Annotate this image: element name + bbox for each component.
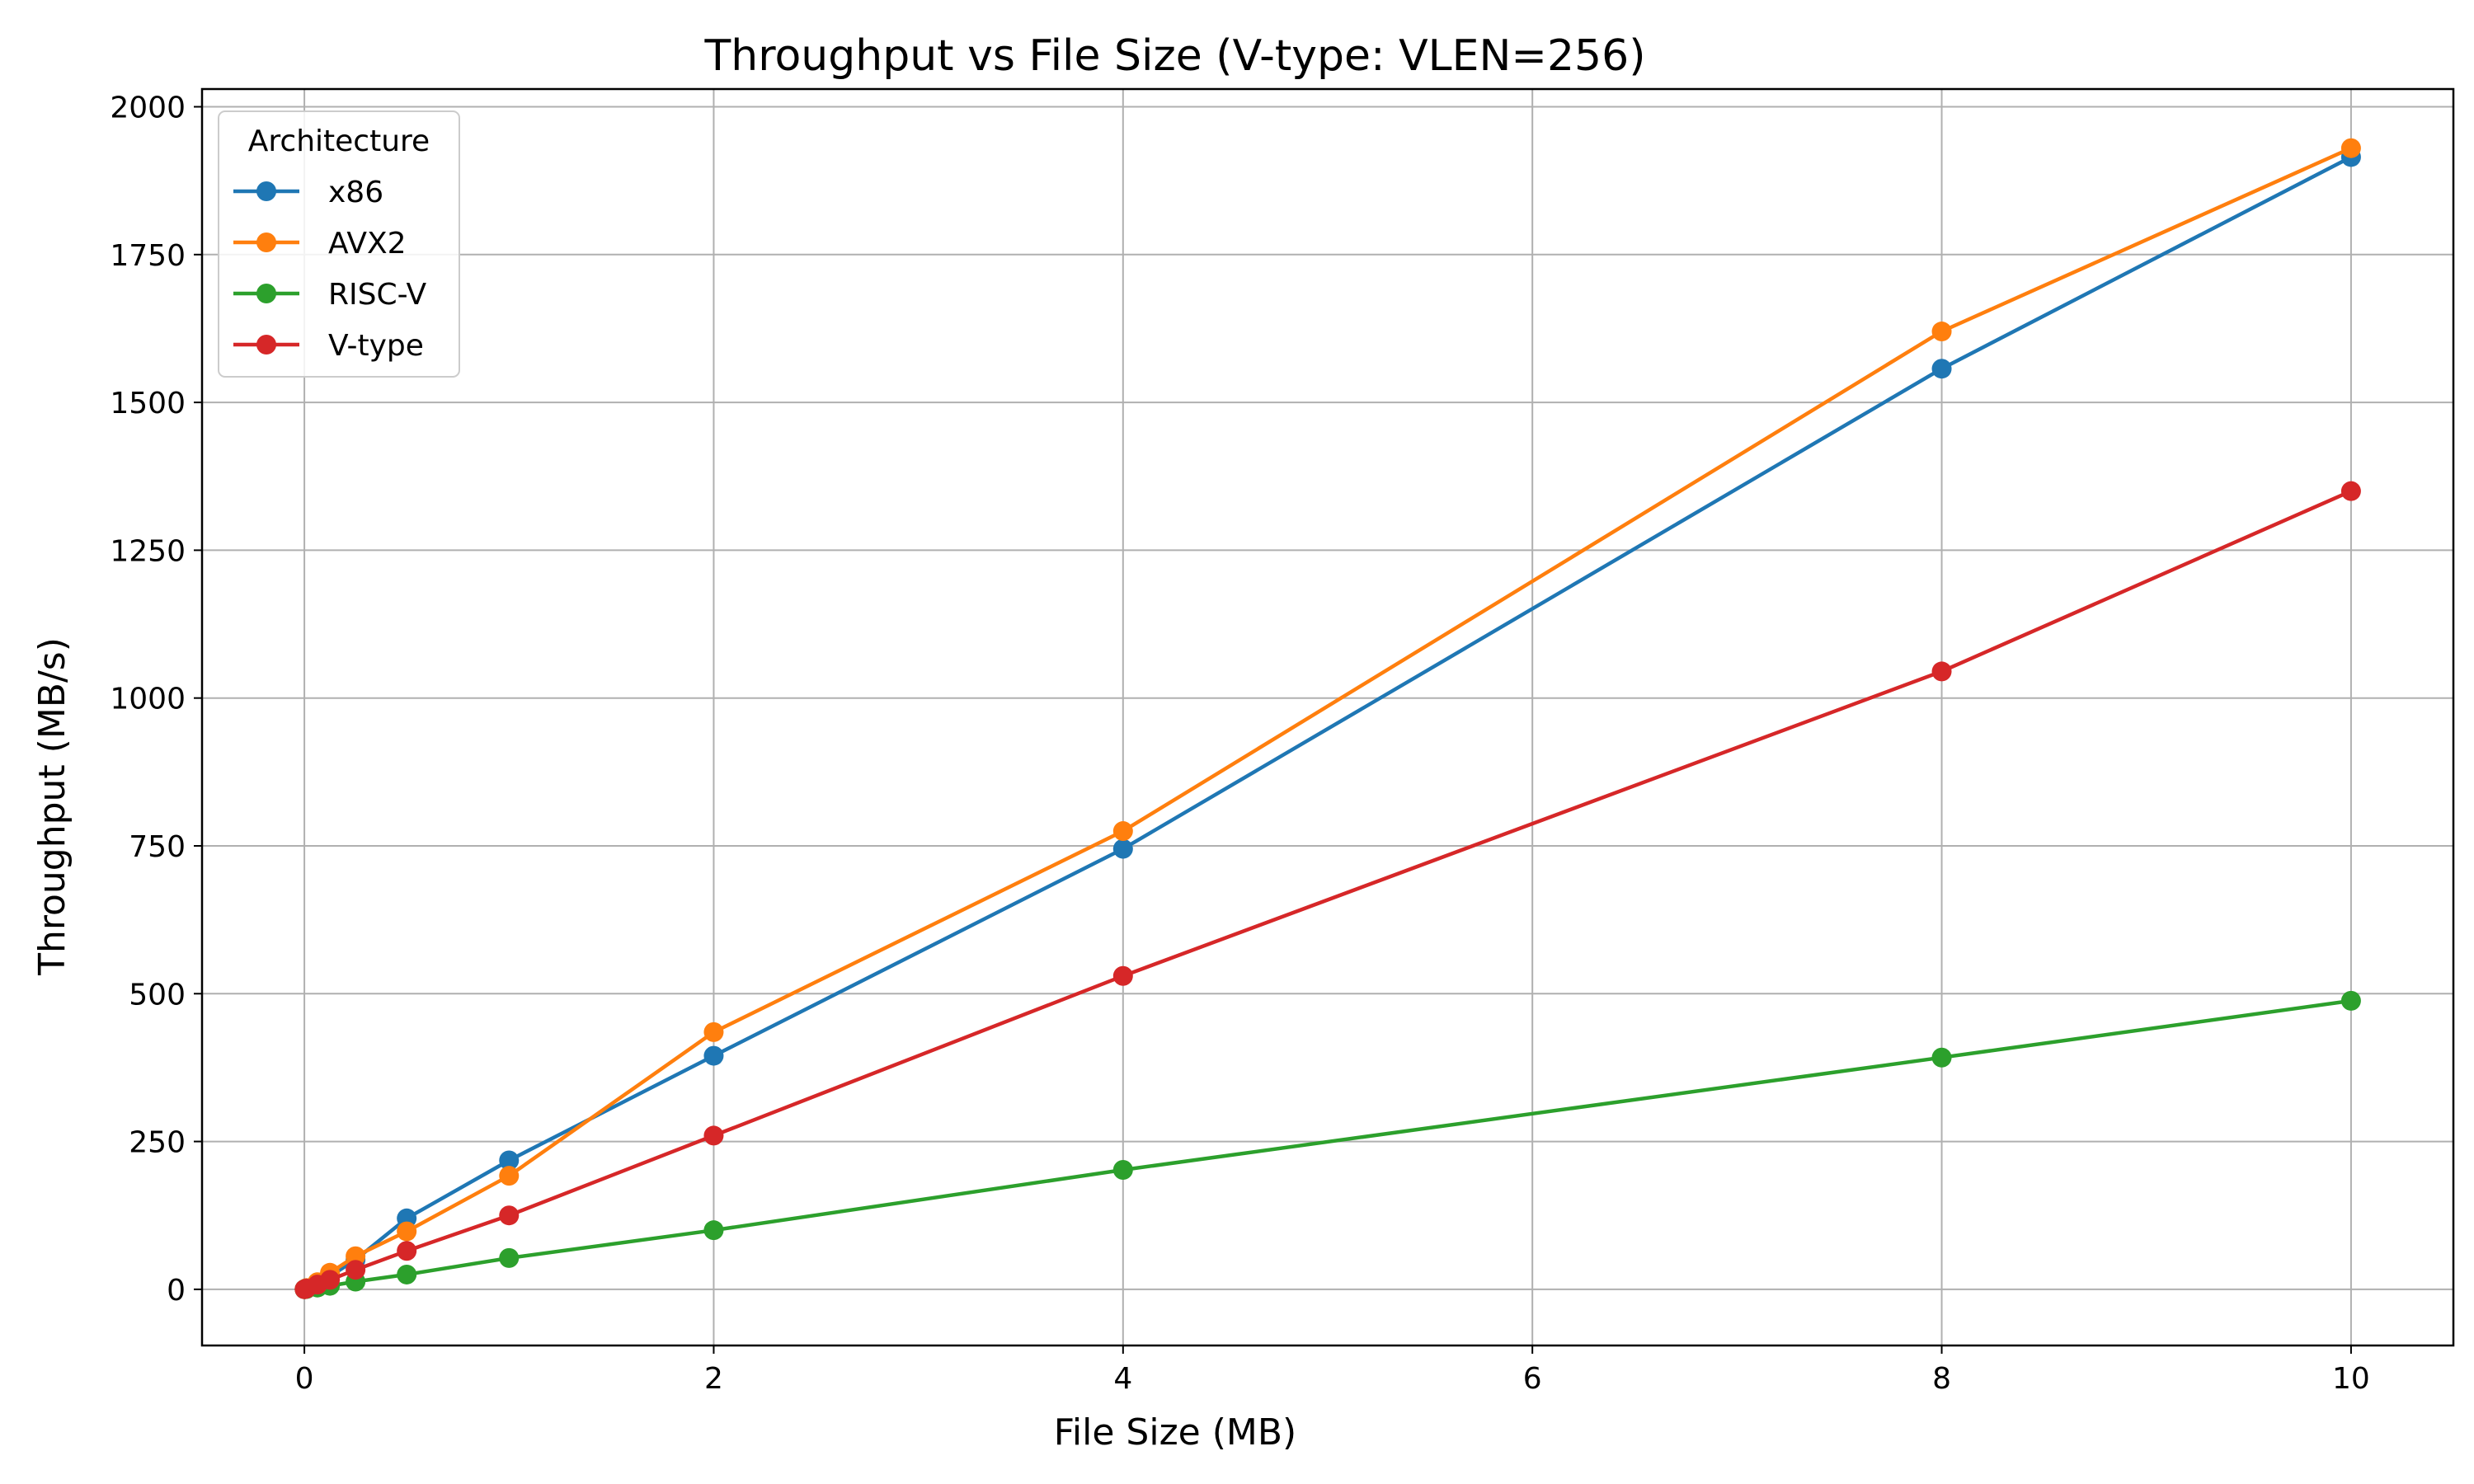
- y-tick-label: 1000: [110, 683, 186, 716]
- y-tick-label: 750: [129, 830, 186, 864]
- data-point-v-type: [703, 1125, 724, 1146]
- data-point-x86: [1931, 359, 1952, 379]
- data-point-avx2: [1112, 821, 1133, 842]
- plot-series: [294, 138, 2361, 1299]
- data-point-risc-v: [2340, 990, 2361, 1011]
- data-point-x86: [499, 1150, 520, 1171]
- data-point-avx2: [703, 1021, 724, 1042]
- y-tick-label: 1750: [110, 239, 186, 273]
- data-point-v-type: [1112, 965, 1133, 986]
- data-point-risc-v: [499, 1247, 520, 1268]
- data-point-avx2: [499, 1166, 520, 1186]
- x-tick-label: 2: [704, 1362, 723, 1396]
- data-point-x86: [703, 1045, 724, 1066]
- data-point-v-type: [397, 1241, 417, 1261]
- legend-box: [218, 110, 460, 378]
- legend-label: RISC-V: [328, 278, 427, 312]
- legend-item-avx2: AVX2: [233, 227, 407, 261]
- x-tick-label: 4: [1113, 1362, 1132, 1396]
- data-point-risc-v: [1931, 1047, 1952, 1068]
- legend-marker: [256, 232, 276, 252]
- legend-label: V-type: [328, 329, 424, 363]
- series-line-v-type: [303, 489, 2352, 1291]
- data-point-avx2: [2340, 138, 2361, 158]
- series-line-avx2: [303, 146, 2352, 1291]
- x-axis-title: File Size (MB): [1054, 1411, 1296, 1453]
- data-point-risc-v: [1112, 1159, 1133, 1180]
- legend-items: x86 AVX2 RISC-V V-type: [233, 176, 427, 363]
- x-tick-label: 0: [295, 1362, 314, 1396]
- y-tick-label: 2000: [110, 92, 186, 125]
- legend: Architecture x86 AVX2 RISC-V V-type: [218, 110, 460, 378]
- legend-item-risc-v: RISC-V: [233, 278, 427, 312]
- plot-frame: [200, 87, 2455, 1347]
- data-point-risc-v: [703, 1220, 724, 1241]
- axis-ticks: 0 2 4 6 8 10 0 250 500 750 1000 1250 1500 1750 2000: [110, 92, 2369, 1396]
- data-point-avx2: [346, 1246, 366, 1266]
- series-line-risc-v: [304, 998, 2352, 1292]
- legend-label: x86: [328, 176, 383, 209]
- series-x86: [294, 147, 2361, 1299]
- legend-marker: [256, 181, 276, 201]
- data-point-avx2: [397, 1221, 417, 1242]
- y-tick-label: 0: [167, 1274, 186, 1308]
- data-point-x86: [1112, 838, 1133, 859]
- y-tick-label: 1500: [110, 387, 186, 420]
- legend-label: AVX2: [328, 227, 407, 261]
- y-axis-title: Throughput (MB/s): [31, 637, 73, 976]
- series-line-x86: [303, 155, 2352, 1291]
- legend-item-x86: x86: [233, 176, 383, 209]
- legend-marker: [256, 284, 276, 303]
- data-point-v-type: [499, 1205, 520, 1226]
- x-tick-label: 6: [1523, 1362, 1542, 1396]
- data-point-risc-v: [397, 1264, 417, 1284]
- x-tick-label: 10: [2332, 1362, 2370, 1396]
- data-point-v-type: [320, 1270, 341, 1290]
- y-tick-label: 500: [129, 978, 186, 1012]
- data-point-v-type: [1931, 661, 1952, 682]
- series-v-type: [294, 481, 2361, 1299]
- legend-marker: [256, 335, 276, 355]
- legend-title: Architecture: [248, 124, 430, 158]
- data-point-avx2: [1931, 322, 1952, 342]
- y-tick-label: 1250: [110, 534, 186, 568]
- series-risc-v: [294, 990, 2361, 1299]
- data-point-v-type: [346, 1260, 366, 1280]
- grid-lines: [202, 89, 2453, 1345]
- legend-item-v-type: V-type: [233, 329, 424, 363]
- data-point-v-type: [2340, 481, 2361, 501]
- y-tick-label: 250: [129, 1126, 186, 1160]
- x-tick-label: 8: [1932, 1362, 1951, 1396]
- chart-title: Throughput vs File Size (V-type: VLEN=25…: [704, 31, 1646, 81]
